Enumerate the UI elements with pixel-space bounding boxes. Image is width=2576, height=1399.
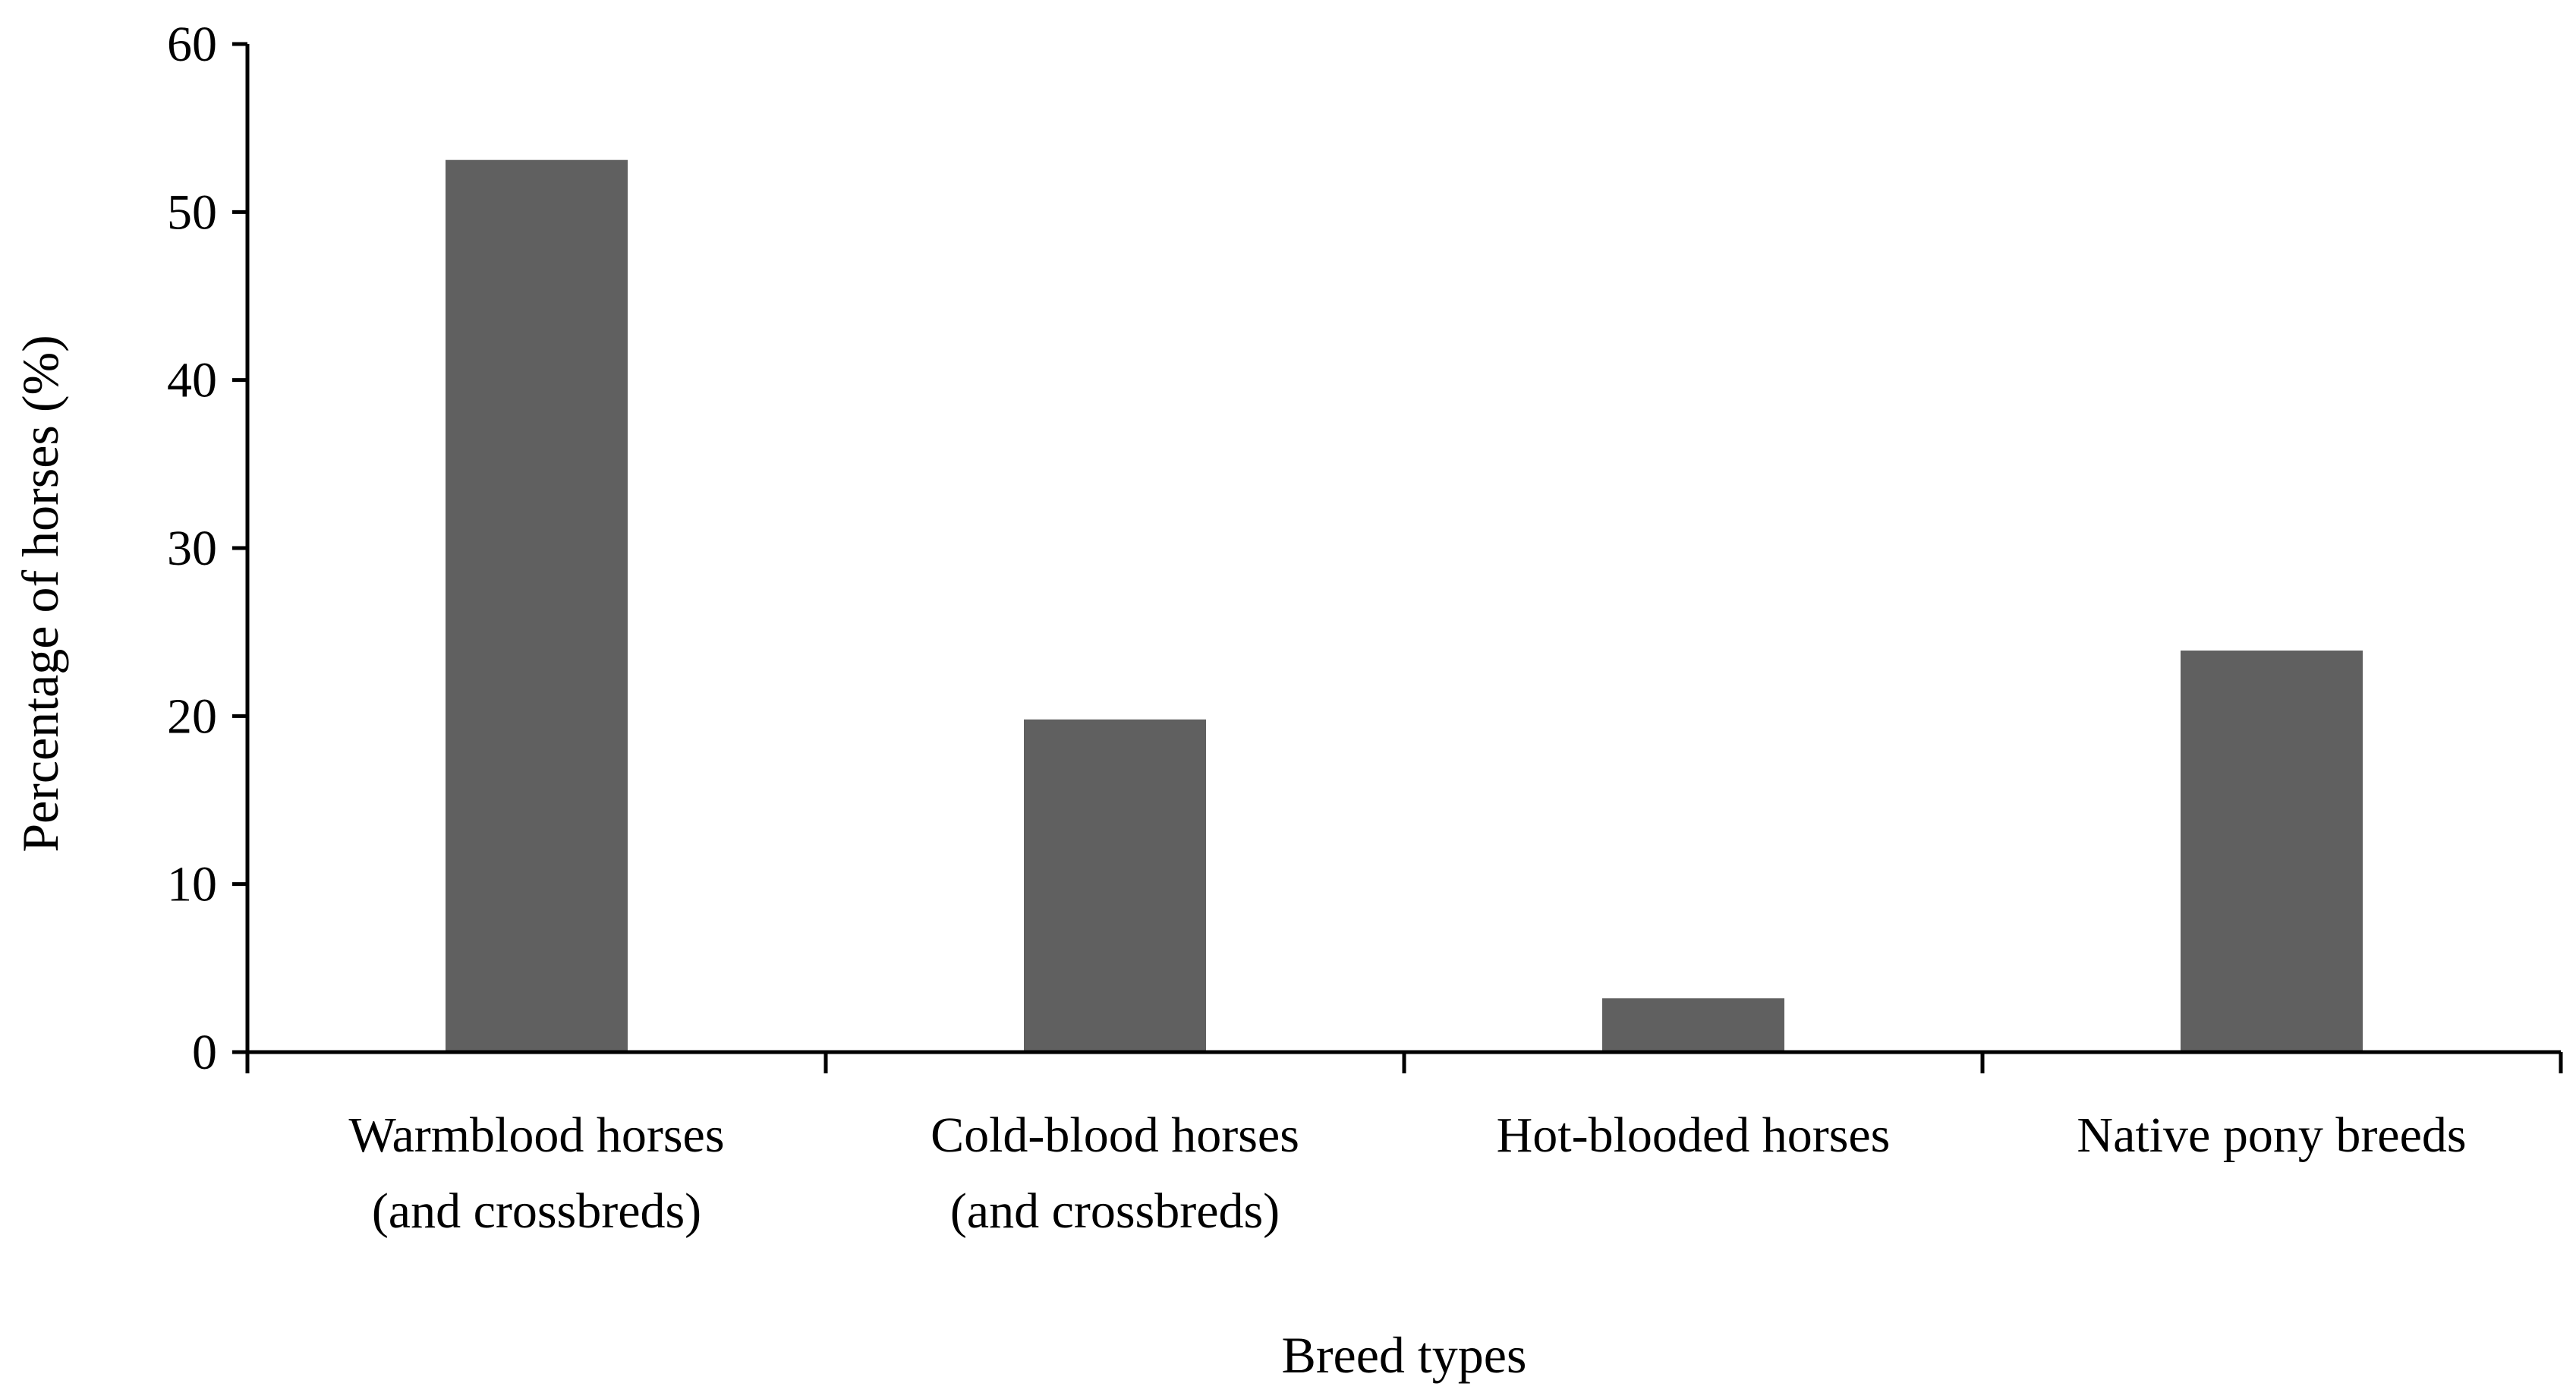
bar-0 (446, 159, 628, 1053)
y-tick-label-1: 10 (167, 857, 217, 912)
bar-2 (1602, 998, 1784, 1052)
y-tick-label-2: 20 (167, 688, 217, 744)
bars-group (446, 159, 2363, 1053)
y-tick-label-6: 60 (167, 17, 217, 72)
y-axis: 0 10 20 30 40 50 60 (167, 17, 250, 1080)
y-axis-title: Percentage of horses (%) (11, 335, 69, 852)
x-tick-label-0: Warmblood horses (and crossbreds) (348, 1108, 724, 1239)
x-tick-label-3: Native pony breeds (2077, 1108, 2466, 1163)
y-tick-label-5: 50 (167, 184, 217, 240)
x-axis-title: Breed types (1282, 1326, 1527, 1384)
bar-1 (1024, 719, 1206, 1052)
x-tick-label-1: Cold-blood horses (and crossbreds) (931, 1108, 1299, 1239)
x-tick-label-2: Hot-blooded horses (1497, 1108, 1891, 1163)
y-tick-label-4: 40 (167, 353, 217, 408)
y-tick-label-0: 0 (192, 1025, 217, 1080)
bar-3 (2181, 651, 2363, 1052)
x-axis: Warmblood horses (and crossbreds) Cold-blo… (245, 1050, 2563, 1239)
y-tick-label-3: 30 (167, 521, 217, 576)
